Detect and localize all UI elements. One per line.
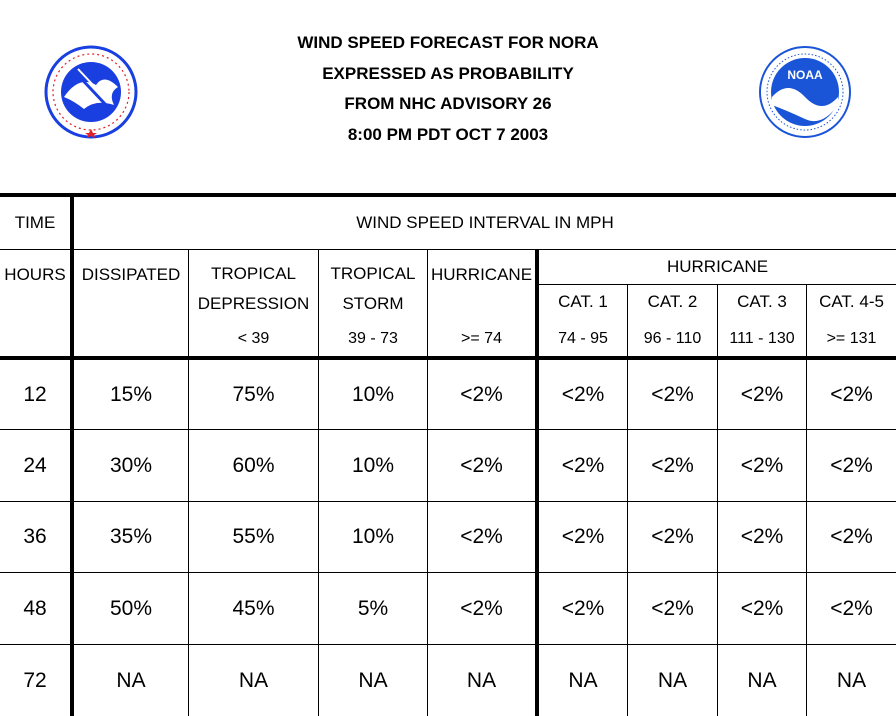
noaa-logo-icon: NOAA bbox=[759, 46, 851, 138]
ts-header-line1: TROPICAL bbox=[330, 264, 416, 283]
value-cell: <2% bbox=[561, 453, 605, 477]
value-cell: <2% bbox=[740, 596, 784, 620]
cat3-header: CAT. 3 bbox=[737, 292, 787, 311]
cat45-range: >= 131 bbox=[826, 330, 877, 347]
value-cell: NA bbox=[836, 668, 867, 692]
value-cell: 10% bbox=[351, 525, 395, 548]
value-cell: 45% bbox=[232, 596, 275, 620]
value-cell: 15% bbox=[109, 382, 153, 406]
value-cell: 5% bbox=[357, 596, 389, 620]
ts-range: 39 - 73 bbox=[348, 330, 398, 347]
value-cell: <2% bbox=[460, 382, 503, 406]
td-header-line1: TROPICAL bbox=[210, 264, 297, 283]
value-cell: NA bbox=[466, 668, 497, 692]
value-cell: <2% bbox=[830, 382, 873, 406]
wind-speed-interval-header: WIND SPEED INTERVAL IN MPH bbox=[356, 213, 614, 232]
value-cell: <2% bbox=[561, 525, 605, 548]
value-cell: <2% bbox=[561, 382, 605, 406]
value-cell: NA bbox=[358, 668, 388, 692]
title-line-3: FROM NHC ADVISORY 26 bbox=[344, 94, 552, 113]
cat2-range: 96 - 110 bbox=[643, 330, 702, 347]
value-cell: <2% bbox=[651, 382, 694, 406]
value-cell: 75% bbox=[232, 382, 275, 406]
hours-cell: 24 bbox=[23, 453, 47, 477]
hurricane-header: HURRICANE bbox=[430, 265, 533, 284]
value-cell: <2% bbox=[830, 525, 873, 548]
hours-cell: 48 bbox=[23, 596, 47, 620]
value-cell: <2% bbox=[740, 453, 784, 477]
noaa-logo-text: NOAA bbox=[787, 68, 823, 82]
value-cell: 10% bbox=[351, 453, 395, 477]
cat2-header: CAT. 2 bbox=[647, 292, 698, 311]
value-cell: <2% bbox=[460, 596, 503, 620]
value-cell: NA bbox=[116, 668, 146, 692]
hours-header: HOURS bbox=[4, 265, 66, 284]
dissipated-header: DISSIPATED bbox=[81, 265, 181, 284]
value-cell: 30% bbox=[109, 453, 153, 477]
value-cell: <2% bbox=[830, 453, 873, 477]
hours-cell: 36 bbox=[23, 525, 47, 548]
value-cell: NA bbox=[747, 668, 777, 692]
title-line-1: WIND SPEED FORECAST FOR NORA bbox=[297, 33, 599, 52]
value-cell: <2% bbox=[740, 525, 784, 548]
cat3-range: 111 - 130 bbox=[729, 330, 795, 347]
cat1-header: CAT. 1 bbox=[558, 292, 608, 311]
title-line-4: 8:00 PM PDT OCT 7 2003 bbox=[347, 124, 549, 144]
value-cell: <2% bbox=[460, 453, 503, 477]
value-cell: 50% bbox=[109, 596, 153, 620]
value-cell: <2% bbox=[561, 596, 605, 620]
ts-header-line2: STORM bbox=[342, 294, 404, 313]
forecast-title: WIND SPEED FORECAST FOR NORA EXPRESSED A… bbox=[0, 28, 896, 150]
value-cell: <2% bbox=[651, 453, 694, 477]
value-cell: <2% bbox=[740, 382, 784, 406]
hours-cell: 72 bbox=[23, 668, 47, 692]
cat1-range: 74 - 95 bbox=[558, 330, 608, 347]
nws-logo-icon bbox=[44, 45, 138, 139]
value-cell: <2% bbox=[651, 596, 694, 620]
value-cell: 10% bbox=[351, 382, 395, 406]
value-cell: NA bbox=[238, 668, 269, 692]
hours-cell: 12 bbox=[23, 382, 47, 406]
value-cell: 55% bbox=[232, 525, 275, 548]
td-header-line2: DEPRESSION bbox=[197, 294, 310, 313]
td-range: < 39 bbox=[237, 330, 270, 347]
hurricane-range: >= 74 bbox=[461, 330, 502, 347]
cat45-header: CAT. 4-5 bbox=[819, 292, 884, 311]
value-cell: NA bbox=[657, 668, 688, 692]
title-line-2: EXPRESSED AS PROBABILITY bbox=[322, 63, 574, 83]
value-cell: NA bbox=[568, 668, 598, 692]
value-cell: <2% bbox=[830, 596, 873, 620]
hurricane-group-header: HURRICANE bbox=[666, 257, 769, 276]
value-cell: <2% bbox=[651, 525, 694, 548]
value-cell: 35% bbox=[109, 525, 153, 548]
value-cell: <2% bbox=[460, 525, 503, 548]
value-cell: 60% bbox=[232, 453, 275, 477]
time-header: TIME bbox=[14, 213, 56, 232]
